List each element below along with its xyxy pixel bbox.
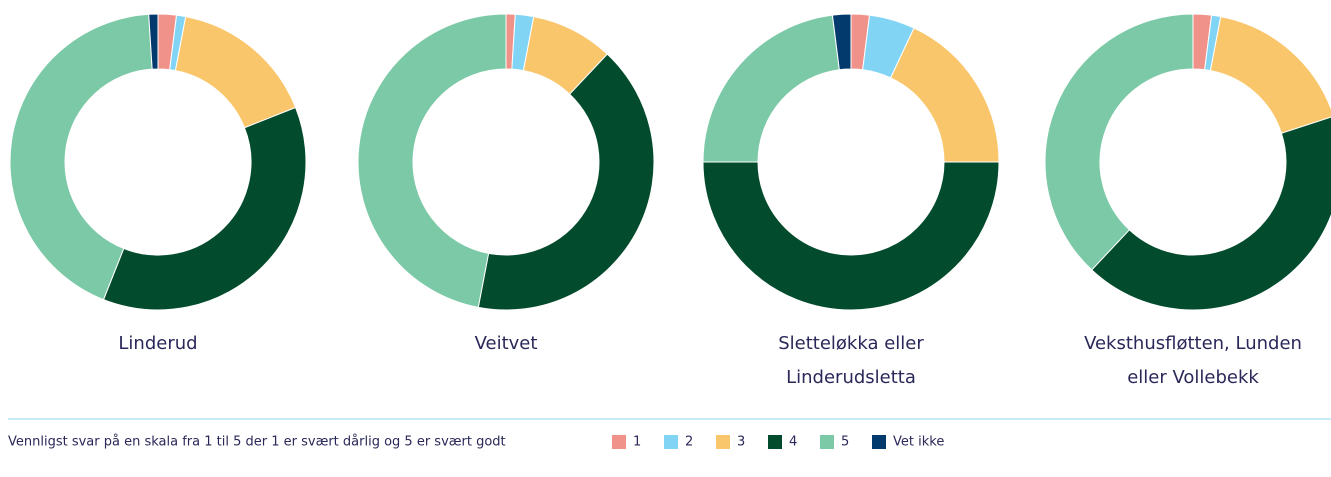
chart-title: Linderud: [118, 333, 198, 354]
donut-segment: [889, 27, 1000, 163]
donut-segment: [357, 13, 507, 308]
legend-swatch: [768, 435, 782, 449]
donut-segment: [1209, 16, 1331, 134]
legend-swatch: [872, 435, 886, 449]
legend-label: 1: [633, 435, 641, 450]
legend-title: Vennligst svar på en skala fra 1 til 5 d…: [8, 435, 506, 450]
legend-label: 2: [685, 435, 693, 450]
legend-label: 4: [789, 435, 797, 450]
donut-segment: [1090, 116, 1331, 311]
separator: [8, 418, 1331, 420]
donut-segment: [477, 53, 655, 311]
chart-title: Sletteløkka eller Linderudsletta: [778, 333, 924, 388]
legend-label: Vet ikke: [893, 435, 944, 450]
legend-swatch: [820, 435, 834, 449]
donut-segment: [1044, 13, 1194, 271]
donut-segment: [702, 14, 840, 163]
donut-segment: [102, 106, 307, 311]
legend-label: 5: [841, 435, 849, 450]
donut-segment: [831, 13, 852, 71]
donut-segment: [702, 161, 1000, 311]
legend-label: 3: [737, 435, 745, 450]
legend-swatch: [612, 435, 626, 449]
legend-swatch: [664, 435, 678, 449]
legend-swatch: [716, 435, 730, 449]
donut-segment: [148, 13, 159, 70]
donut-segment: [9, 13, 153, 301]
donut-segment: [174, 16, 297, 129]
chart-title: Veitvet: [474, 333, 538, 354]
chart-title: Veksthusfløtten, Lunden eller Vollebekk: [1084, 333, 1302, 388]
